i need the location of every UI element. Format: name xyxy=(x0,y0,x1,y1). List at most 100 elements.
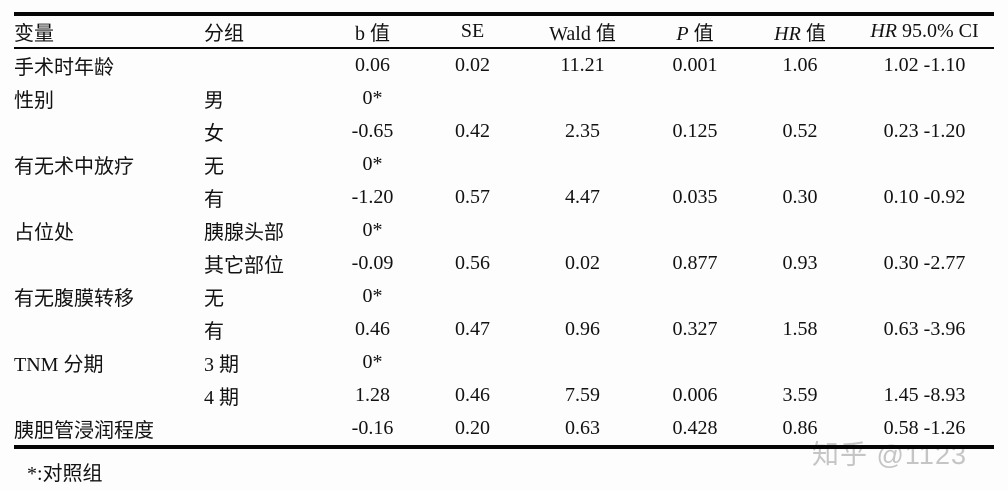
cell-se: 0.02 xyxy=(455,54,490,76)
cell-group: 有 xyxy=(204,189,224,211)
header-group: 分组 xyxy=(204,14,320,49)
cell-hr: 0.52 xyxy=(782,120,818,142)
cell-b: 0* xyxy=(362,87,383,109)
cell-p: 0.001 xyxy=(672,54,718,76)
cell-b: 0.46 xyxy=(355,318,390,340)
cell-group: 男 xyxy=(204,90,224,112)
cell-p xyxy=(645,82,745,115)
table-row: 其它部位 -0.09 0.56 0.02 0.877 0.93 0.30 -2.77 xyxy=(14,247,994,280)
cell-p xyxy=(645,148,745,181)
cell-p: 0.006 xyxy=(672,384,718,406)
control-group-footnote: *:对照组 xyxy=(27,463,103,485)
cell-ci: 0.10 -0.92 xyxy=(883,186,966,208)
cell-group: 女 xyxy=(204,123,224,145)
cell-variable xyxy=(14,115,204,148)
cell-se xyxy=(425,214,520,247)
cell-se: 0.46 xyxy=(455,384,490,406)
header-p-value: P 值 xyxy=(645,14,745,49)
cell-wald: 7.59 xyxy=(565,384,600,406)
cell-wald xyxy=(520,346,645,379)
cell-b: -0.09 xyxy=(351,252,394,274)
cell-ci xyxy=(855,214,994,247)
table-body: 手术时年龄 0.06 0.02 11.21 0.001 1.06 1.02 -1.10 性别 男… xyxy=(14,48,994,447)
cell-p: 0.428 xyxy=(672,417,718,439)
cell-wald xyxy=(520,148,645,181)
regression-table-container: 变量 分组 b 值 SE Wald 值 P 值 HR 值 HR 95.0% CI… xyxy=(14,12,994,486)
cell-b: 0* xyxy=(362,351,383,373)
cell-group: 4 期 xyxy=(204,387,239,409)
table-row: TNM 分期 3 期 0* xyxy=(14,346,994,379)
cell-p: 0.125 xyxy=(672,120,718,142)
cell-se: 0.47 xyxy=(455,318,490,340)
header-hr-ci: HR 95.0% CI xyxy=(855,14,994,49)
cell-p xyxy=(645,346,745,379)
table-row: 有 0.46 0.47 0.96 0.327 1.58 0.63 -3.96 xyxy=(14,313,994,346)
cell-hr xyxy=(745,82,855,115)
cell-variable xyxy=(14,313,204,346)
cell-hr: 3.59 xyxy=(782,384,818,406)
cell-variable: 性别 xyxy=(14,90,54,112)
cell-wald: 0.02 xyxy=(565,252,600,274)
cell-wald xyxy=(520,280,645,313)
cell-se xyxy=(425,346,520,379)
cell-b: -1.20 xyxy=(351,186,394,208)
cell-group xyxy=(204,412,320,447)
cell-group: 3 期 xyxy=(204,354,239,376)
cell-p: 0.327 xyxy=(672,318,718,340)
table-row: 性别 男 0* xyxy=(14,82,994,115)
cell-wald: 2.35 xyxy=(565,120,600,142)
cell-ci: 0.63 -3.96 xyxy=(883,318,966,340)
header-se: SE xyxy=(425,14,520,49)
cell-variable xyxy=(14,379,204,412)
cell-se: 0.56 xyxy=(455,252,490,274)
cell-b: 1.28 xyxy=(355,384,390,406)
cell-se xyxy=(425,82,520,115)
cell-group: 无 xyxy=(204,156,224,178)
cell-variable: 手术时年龄 xyxy=(14,57,114,79)
cell-b: 0* xyxy=(362,285,383,307)
cell-wald: 4.47 xyxy=(565,186,600,208)
table-row: 4 期 1.28 0.46 7.59 0.006 3.59 1.45 -8.93 xyxy=(14,379,994,412)
cell-hr xyxy=(745,280,855,313)
cell-b: 0* xyxy=(362,153,383,175)
cell-ci: 0.23 -1.20 xyxy=(883,120,966,142)
table-row: 占位处 胰腺头部 0* xyxy=(14,214,994,247)
header-hr-value: HR 值 xyxy=(745,14,855,49)
cell-se: 0.42 xyxy=(455,120,490,142)
cell-group: 无 xyxy=(204,288,224,310)
table-row: 有无腹膜转移 无 0* xyxy=(14,280,994,313)
table-row: 女 -0.65 0.42 2.35 0.125 0.52 0.23 -1.20 xyxy=(14,115,994,148)
header-b-value: b 值 xyxy=(320,14,425,49)
cell-hr: 0.30 xyxy=(782,186,818,208)
cell-ci: 1.45 -8.93 xyxy=(883,384,966,406)
cell-p: 0.035 xyxy=(672,186,718,208)
cell-wald: 0.63 xyxy=(565,417,600,439)
cell-group: 胰腺头部 xyxy=(204,222,284,244)
cell-variable: 占位处 xyxy=(14,222,74,244)
cell-ci xyxy=(855,280,994,313)
cell-group: 有 xyxy=(204,321,224,343)
header-row: 变量 分组 b 值 SE Wald 值 P 值 HR 值 HR 95.0% CI xyxy=(14,14,994,49)
cell-variable: TNM 分期 xyxy=(14,354,104,376)
cell-ci xyxy=(855,82,994,115)
table-row: 有 -1.20 0.57 4.47 0.035 0.30 0.10 -0.92 xyxy=(14,181,994,214)
cox-regression-table: 变量 分组 b 值 SE Wald 值 P 值 HR 值 HR 95.0% CI… xyxy=(14,12,994,449)
cell-group xyxy=(204,48,320,82)
cell-b: 0.06 xyxy=(355,54,390,76)
cell-hr: 0.86 xyxy=(782,417,818,439)
cell-ci: 0.58 -1.26 xyxy=(883,417,966,439)
cell-ci xyxy=(855,346,994,379)
cell-wald xyxy=(520,214,645,247)
cell-variable: 有无术中放疗 xyxy=(14,156,134,178)
cell-ci xyxy=(855,148,994,181)
cell-p: 0.877 xyxy=(672,252,718,274)
cell-wald xyxy=(520,82,645,115)
cell-variable xyxy=(14,247,204,280)
cell-hr: 1.58 xyxy=(782,318,818,340)
cell-group: 其它部位 xyxy=(204,255,284,277)
cell-p xyxy=(645,214,745,247)
cell-variable: 有无腹膜转移 xyxy=(14,288,134,310)
cell-b: 0* xyxy=(362,219,383,241)
cell-b: -0.65 xyxy=(351,120,394,142)
